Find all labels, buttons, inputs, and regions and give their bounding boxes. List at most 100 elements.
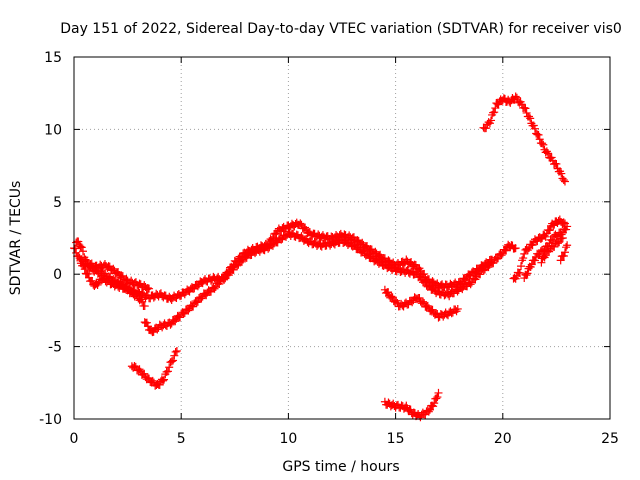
data-point (512, 93, 521, 102)
data-point (79, 247, 88, 256)
y-tick-label: 15 (44, 50, 62, 66)
data-point (466, 280, 475, 289)
data-point (560, 248, 569, 257)
data-point (559, 176, 568, 185)
x-tick-label: 20 (494, 431, 512, 447)
data-point (153, 325, 162, 334)
data-point (408, 298, 417, 307)
data-point (142, 318, 151, 327)
data-point (541, 232, 550, 241)
data-point (470, 269, 479, 278)
data-point (428, 305, 437, 314)
series-track-4 (140, 218, 497, 337)
data-point (415, 294, 424, 303)
data-point (534, 130, 543, 139)
series-track-6 (380, 285, 462, 322)
data-point (76, 242, 85, 251)
data-point (490, 108, 499, 117)
series-track-9 (509, 215, 569, 283)
data-point (371, 247, 380, 256)
data-point (521, 104, 530, 113)
chart-title: Day 151 of 2022, Sidereal Day-to-day VTE… (60, 21, 622, 37)
data-point (176, 313, 185, 322)
data-point (523, 269, 532, 278)
data-point (180, 290, 189, 299)
axis-ticks: 0 5 10 15 20 25 -10 -5 0 5 10 15 (39, 50, 619, 447)
data-point (171, 347, 180, 356)
y-tick-label: 5 (53, 195, 62, 211)
data-point (210, 284, 219, 293)
data-point (558, 234, 567, 242)
data-point (418, 297, 427, 306)
data-point (559, 218, 568, 227)
data-point (189, 302, 198, 311)
data-point (432, 394, 441, 403)
data-point (267, 236, 276, 245)
data-point (133, 291, 142, 300)
data-point (140, 302, 149, 311)
data-point (77, 243, 86, 252)
data-point (544, 149, 553, 158)
data-point (160, 375, 169, 384)
x-tick-label: 0 (70, 431, 79, 447)
data-point (563, 222, 572, 231)
data-point (166, 320, 175, 329)
series-track-11 (556, 241, 572, 265)
series-track-3 (72, 237, 154, 294)
data-point (122, 275, 131, 284)
data-point (563, 241, 572, 250)
plot-frame (73, 56, 611, 420)
data-point (453, 304, 462, 313)
data-point (549, 221, 558, 230)
data-point (163, 367, 172, 376)
data-point (387, 292, 396, 301)
data-point (130, 361, 139, 370)
y-tick-label: -10 (39, 412, 62, 428)
x-tick-label: 25 (601, 431, 619, 447)
data-point (402, 255, 411, 264)
data-point (539, 140, 548, 149)
data-point (197, 294, 206, 303)
data-point (236, 253, 245, 262)
data-point (522, 271, 531, 280)
data-point (517, 262, 526, 271)
series-track-10 (520, 222, 572, 283)
data-point (483, 259, 492, 268)
data-point (179, 309, 188, 318)
x-tick-label: 5 (177, 431, 186, 447)
data-point (542, 147, 551, 156)
data-point (193, 282, 202, 291)
data-points (70, 92, 572, 422)
data-point (148, 376, 157, 385)
data-point (536, 235, 545, 244)
data-point (432, 309, 441, 318)
data-point (557, 169, 566, 178)
data-point (545, 225, 554, 234)
data-point (172, 346, 181, 355)
data-point (268, 234, 277, 243)
data-point (169, 356, 178, 365)
data-point (430, 399, 439, 408)
data-point (224, 267, 233, 276)
data-point (223, 269, 232, 278)
data-point (358, 238, 367, 247)
series-track-5 (127, 346, 181, 390)
grid-lines (74, 57, 610, 419)
data-point (511, 92, 520, 101)
data-point (530, 124, 539, 133)
data-point (428, 277, 437, 286)
data-point (482, 124, 491, 133)
data-point (140, 369, 149, 378)
data-point (277, 235, 286, 244)
data-point (109, 264, 118, 273)
data-point (353, 236, 362, 245)
x-axis-label: GPS time / hours (282, 459, 399, 475)
data-point (511, 244, 520, 253)
data-point (420, 269, 429, 278)
data-point (530, 256, 539, 265)
data-point (123, 283, 132, 292)
data-point (384, 288, 393, 297)
data-point (192, 298, 201, 307)
data-point (104, 272, 113, 281)
